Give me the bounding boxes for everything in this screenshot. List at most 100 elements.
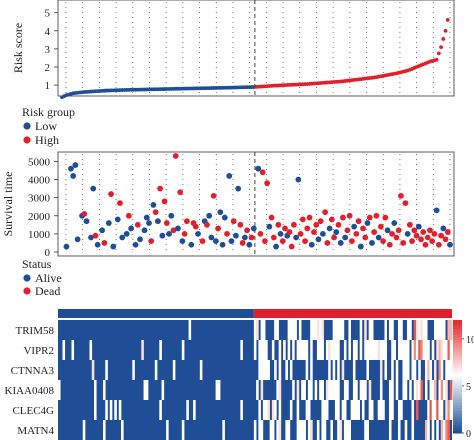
survival-point-alive <box>119 234 126 241</box>
risk-score-axes-frame <box>57 0 455 97</box>
heatmap-cell <box>262 360 266 380</box>
survival-point-dead <box>382 214 389 221</box>
heatmap-cell <box>364 340 367 360</box>
survival-point-alive <box>70 173 77 179</box>
survival-point-dead <box>409 238 415 245</box>
heatmap-row-label: VIPR2 <box>23 345 54 357</box>
survival-point-alive <box>273 243 279 250</box>
heatmap-cell <box>296 340 300 360</box>
heatmap-cell <box>370 400 374 420</box>
heatmap-cell <box>442 320 446 340</box>
heatmap-cell <box>343 420 347 440</box>
heatmap-cell <box>316 320 320 340</box>
survival-point-alive <box>175 225 181 232</box>
heatmap-cell <box>391 340 394 360</box>
heatmap-cell <box>382 340 385 360</box>
heatmap-cell <box>310 380 313 400</box>
heatmap-cell <box>406 320 410 340</box>
heatmap-cell <box>438 340 442 360</box>
heatmap-cell <box>411 420 415 440</box>
heatmap-cell <box>352 380 356 400</box>
heatmap-cell <box>256 380 259 400</box>
heatmap-cell <box>94 400 97 420</box>
survival-point-dead <box>422 241 429 248</box>
heatmap-cell <box>334 320 338 340</box>
heatmap-cell <box>395 360 399 380</box>
survival-y-tick-label: 0 <box>45 247 51 259</box>
risk-point-high <box>434 57 439 62</box>
heatmap-cell <box>436 400 439 420</box>
heatmap-cell <box>278 380 282 400</box>
survival-point-alive <box>159 232 166 239</box>
heatmap-cell <box>355 380 358 400</box>
heatmap-cell <box>271 420 275 440</box>
legend-high-marker <box>23 136 31 144</box>
heatmap-cell <box>105 400 108 420</box>
survival-point-alive <box>72 162 79 168</box>
heatmap-cell <box>303 380 306 400</box>
heatmap-cell <box>411 400 415 420</box>
risk-y-tick-label: 5 <box>45 8 51 20</box>
heatmap-cell <box>316 340 320 360</box>
survival-point-alive <box>105 220 112 226</box>
color-scale-segment <box>453 399 462 403</box>
heatmap-cell <box>145 380 149 400</box>
heatmap-cell <box>337 360 340 380</box>
heatmap-cell <box>346 420 349 440</box>
survival-point-alive <box>391 220 398 226</box>
heatmap-cell <box>442 420 446 440</box>
heatmap-cell <box>260 340 264 360</box>
heatmap-cell <box>188 320 192 340</box>
heatmap-cell <box>141 340 144 360</box>
heatmap-cell <box>305 400 309 420</box>
survival-point-dead <box>429 238 436 245</box>
survival-y-tick-label: 3000 <box>28 193 51 205</box>
color-scale-segment <box>453 401 462 406</box>
heatmap-cell <box>427 400 430 420</box>
survival-point-alive <box>308 241 315 248</box>
heatmap-cell <box>418 320 421 340</box>
heatmap-cell <box>181 340 185 360</box>
survival-point-dead <box>282 225 288 232</box>
legend-low-marker <box>23 122 31 130</box>
color-scale-segment <box>453 339 462 344</box>
risk-point-high <box>441 37 446 41</box>
heatmap-cell <box>62 340 66 360</box>
heatmap-cell <box>424 420 428 440</box>
survival-point-dead <box>402 200 409 206</box>
risk-score-y-ticks: 1 2 3 4 5 <box>45 8 58 92</box>
heatmap-cell <box>397 420 401 440</box>
heatmap-cell <box>154 360 158 380</box>
heatmap-cell <box>343 400 347 420</box>
survival-point-alive <box>206 212 213 219</box>
heatmap-cell <box>431 340 435 360</box>
survival-point-alive <box>315 236 322 243</box>
survival-points <box>63 153 453 250</box>
survival-point-alive <box>226 173 233 179</box>
heatmap-row-label: CTNNA3 <box>11 365 55 377</box>
survival-point-dead <box>360 225 366 232</box>
heatmap-cell <box>447 360 451 380</box>
heatmap-cell <box>447 320 451 340</box>
survival-y-tick-label: 2000 <box>28 211 51 223</box>
survival-point-dead <box>373 212 380 219</box>
survival-point-alive <box>233 232 239 239</box>
survival-point-alive <box>228 238 235 245</box>
survival-point-dead <box>413 232 420 239</box>
heatmap-cell <box>321 420 324 440</box>
heatmap-cell <box>404 340 408 360</box>
color-scale-segment <box>453 390 462 394</box>
heatmap-cell <box>422 340 426 360</box>
heatmap-cell <box>253 340 257 360</box>
heatmap-cell <box>103 380 106 400</box>
survival-point-dead <box>230 218 237 225</box>
survival-point-dead <box>262 238 268 245</box>
survival-point-alive <box>166 230 172 237</box>
survival-point-dead <box>400 240 407 246</box>
survival-point-dead <box>355 218 362 225</box>
survival-point-dead <box>371 229 378 235</box>
risk-score-curve <box>60 0 451 100</box>
survival-point-dead <box>279 238 286 245</box>
survival-point-dead <box>181 230 188 237</box>
survival-point-alive <box>137 236 143 243</box>
